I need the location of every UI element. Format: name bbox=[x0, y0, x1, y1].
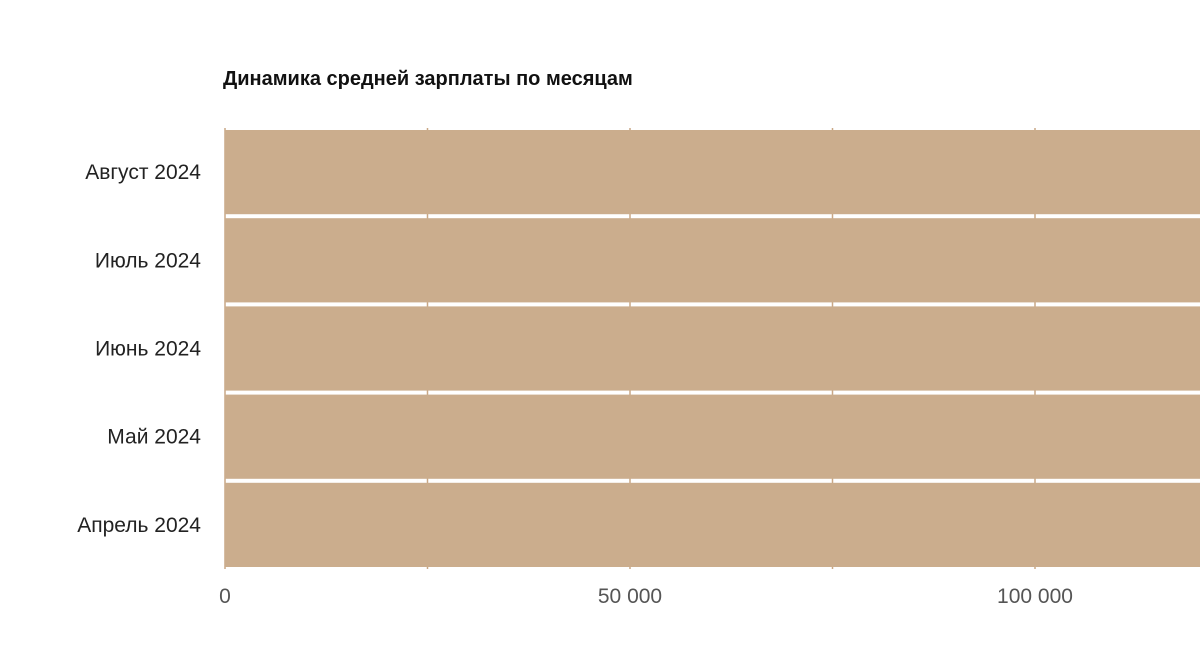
bar bbox=[225, 218, 1200, 303]
bar bbox=[225, 394, 1200, 479]
category-label: Август 2024 bbox=[85, 161, 201, 184]
x-tick-label: 100 000 bbox=[997, 585, 1073, 608]
bar bbox=[225, 482, 1200, 567]
x-tick-label: 50 000 bbox=[598, 585, 662, 608]
category-label: Апрель 2024 bbox=[77, 514, 201, 537]
x-tick-label: 0 bbox=[219, 585, 231, 608]
category-label: Июнь 2024 bbox=[95, 338, 201, 361]
chart-title: Динамика средней зарплаты по месяцам bbox=[223, 68, 633, 90]
bar bbox=[225, 130, 1200, 215]
category-label: Июль 2024 bbox=[95, 249, 201, 272]
category-label: Май 2024 bbox=[107, 426, 201, 449]
category-labels: Август 2024 Июль 2024 Июнь 2024 Май 2024 Апр… bbox=[77, 161, 201, 537]
bar bbox=[225, 306, 1200, 391]
bars bbox=[225, 130, 1200, 567]
